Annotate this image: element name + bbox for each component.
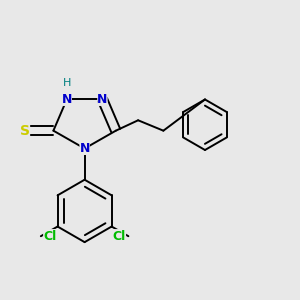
Text: S: S <box>20 124 30 138</box>
Text: N: N <box>61 93 72 106</box>
Text: N: N <box>97 93 108 106</box>
Text: H: H <box>63 78 71 88</box>
Text: N: N <box>80 142 90 155</box>
Text: Cl: Cl <box>44 230 57 243</box>
Text: Cl: Cl <box>112 230 125 243</box>
